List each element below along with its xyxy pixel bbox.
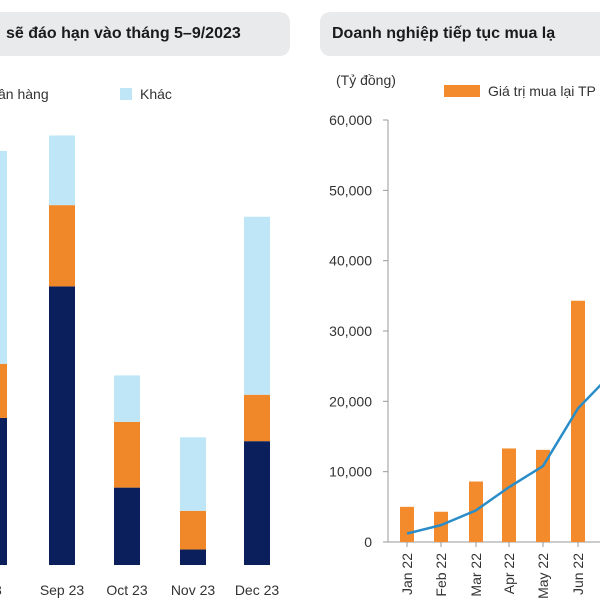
- right-y-tick-label-5: 40,000: [329, 253, 372, 269]
- left-bar-4-seg-2: [180, 510, 206, 550]
- left-x-tick-label-3: Oct 23: [106, 582, 147, 598]
- right-bar-6: [571, 300, 585, 542]
- right-x-tick-label-5: May 22: [535, 553, 551, 599]
- right-y-tick-label-6: 50,000: [329, 182, 372, 198]
- left-x-tick-label-1: 23: [0, 582, 2, 598]
- right-bar-5: [536, 449, 550, 542]
- left-bar-3-seg-2: [114, 421, 140, 488]
- legend-item-buyback: Giá trị mua lại TP: [444, 83, 596, 99]
- left-x-tick-label-4: Nov 23: [171, 582, 216, 598]
- right-chart-title: Doanh nghiệp tiếp tục mua lạ: [320, 12, 600, 56]
- left-chart-title-text: sẽ đáo hạn vào tháng 5–9/2023: [6, 25, 241, 42]
- right-x-tick-label-2: Feb 22: [433, 553, 449, 597]
- legend-buyback-swatch: [444, 85, 480, 97]
- legend-other-swatch: [120, 88, 132, 100]
- left-chart-title: sẽ đáo hạn vào tháng 5–9/2023: [0, 12, 290, 56]
- right-chart-title-text: Doanh nghiệp tiếp tục mua lạ: [332, 25, 556, 42]
- y-axis-unit-label: (Tỷ đồng): [336, 72, 396, 88]
- right-y-tick-label-4: 30,000: [329, 323, 372, 339]
- left-bar-4-seg-3: [180, 437, 206, 511]
- left-bar-1-seg-2: [0, 363, 7, 418]
- right-x-tick-label-1: Jan 22: [399, 553, 415, 595]
- right-bar-3: [469, 481, 483, 542]
- left-x-tick-label-5: Dec 23: [235, 582, 280, 598]
- right-x-tick-label-6: Jun 22: [570, 553, 586, 595]
- right-y-tick-label-7: 60,000: [329, 112, 372, 128]
- left-bar-5-seg-2: [244, 394, 270, 442]
- left-bar-3-seg-1: [114, 487, 140, 565]
- left-bar-1-seg-1: [0, 417, 7, 565]
- left-bar-3-seg-3: [114, 375, 140, 422]
- right-bar-2: [434, 511, 448, 542]
- right-x-tick-label-3: Mar 22: [468, 553, 484, 597]
- legend-other-label: Khác: [140, 86, 172, 102]
- left-x-tick-label-2: Sep 23: [40, 582, 85, 598]
- right-y-tick-label-1: 0: [364, 534, 372, 550]
- left-bar-4-seg-1: [180, 549, 206, 565]
- left-bar-5-seg-3: [244, 216, 270, 395]
- right-bar-4: [502, 448, 516, 542]
- left-bar-1-seg-3: [0, 150, 7, 364]
- right-bar-1: [400, 506, 414, 542]
- right-line-series: [406, 383, 600, 535]
- legend-banks-label: ân hàng: [0, 86, 49, 102]
- legend-item-other: Khác: [120, 86, 172, 102]
- right-x-tick-label-4: Apr 22: [501, 553, 517, 594]
- right-y-tick-label-2: 10,000: [329, 464, 372, 480]
- left-bar-5-seg-1: [244, 441, 270, 565]
- left-bar-2-seg-1: [49, 286, 75, 565]
- legend-item-banks: ân hàng: [0, 86, 49, 102]
- left-bar-2-seg-3: [49, 135, 75, 206]
- right-y-tick-label-3: 20,000: [329, 393, 372, 409]
- left-bar-2-seg-2: [49, 205, 75, 287]
- legend-buyback-label: Giá trị mua lại TP: [488, 83, 596, 99]
